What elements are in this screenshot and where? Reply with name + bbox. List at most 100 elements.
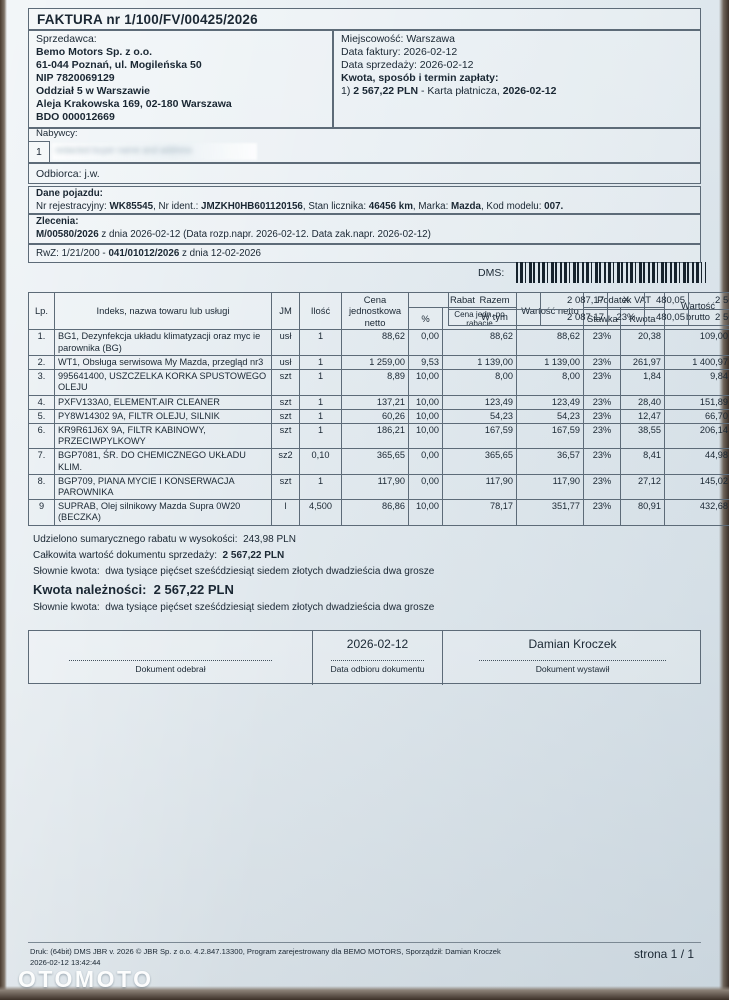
signature-line-date — [331, 660, 424, 661]
cell-jm: szt — [271, 369, 300, 396]
payment-method: - Karta płatnicza, — [420, 85, 500, 97]
cell-gross: 66,70 — [664, 408, 729, 424]
scan-edge-left — [0, 0, 7, 1000]
cell-lp: 6. — [28, 422, 55, 450]
signature-cell-issuer: Damian Kroczek Dokument wystawił — [443, 631, 702, 685]
signature-cell-date: 2026-02-12 Data odbioru dokumentu — [312, 631, 443, 685]
cell-net: 88,62 — [516, 329, 584, 356]
payment-index: 1) — [341, 85, 351, 97]
cell-vat: 20,38 — [619, 329, 666, 356]
seller-label: Sprzedawca: — [36, 33, 97, 45]
vehicle-header: Dane pojazdu: — [36, 188, 103, 199]
cell-unit-price: 88,62 — [341, 329, 409, 356]
payment-header: Kwota, sposób i termin zapłaty: — [341, 72, 499, 84]
items-table: Lp. Indeks, nazwa towaru lub usługi JM I… — [28, 291, 729, 526]
buyer-label-box: Nabywcy: — [28, 128, 701, 141]
rwz-prefix: RwZ: 1/21/200 - — [36, 248, 106, 259]
total-summary: Całkowita wartość dokumentu sprzedaży: 2… — [33, 550, 593, 561]
cell-index: 995641400, USZCZELKA KORKA SPUSTOWEGO OL… — [54, 369, 272, 396]
totals-gross: 2 567,22 — [688, 308, 729, 327]
th-discount-pct: % — [408, 307, 443, 331]
cell-discount-pct: 10,00 — [408, 422, 443, 450]
orders-box: Zlecenia: M/00580/2026 z dnia 2026-02-12… — [28, 214, 701, 244]
cell-vat-rate: 23% — [583, 329, 621, 356]
invoice-date-row: Data faktury: 2026-02-12 — [341, 46, 457, 58]
cell-vat-rate: 23% — [583, 499, 621, 526]
barcode-icon — [516, 262, 706, 283]
cell-discount-pct: 10,00 — [408, 499, 443, 526]
cell-lp: 9 — [28, 499, 55, 526]
sale-date-value: 2026-02-12 — [419, 59, 474, 71]
seller-nip: NIP 7820069129 — [36, 72, 115, 84]
city-row: Miejscowość: Warszawa — [341, 33, 455, 45]
odometer-label: , Stan licznika: — [302, 201, 367, 212]
cell-jm: sz2 — [271, 448, 300, 475]
cell-qty: 1 — [299, 369, 342, 396]
cell-index: BGP7081, ŚR. DO CHEMICZNEGO UKŁADU KLIM. — [54, 448, 272, 475]
page-indicator: strona 1 / 1 — [634, 947, 695, 961]
odometer-value: 46456 km — [368, 201, 413, 212]
buyer-row-number-cell: 1 — [28, 141, 50, 163]
cell-gross: 1 400,97 — [664, 354, 729, 371]
buyer-row-number: 1 — [36, 146, 42, 158]
cell-vat-rate: 23% — [583, 408, 621, 424]
signature-caption-issuer: Dokument wystawił — [535, 664, 610, 674]
footer-line-1: Druk: (64bit) DMS JBR v. 2026 © JBR Sp. … — [30, 947, 501, 956]
rwz-box: RwZ: 1/21/200 - 041/01012/2026 z dnia 12… — [28, 244, 701, 263]
payment-row: 1) 2 567,22 PLN - Karta płatnicza, 2026-… — [341, 85, 556, 97]
table-row: 9 SUPRAB, Olej silnikowy Mazda Supra 0W20… — [28, 499, 729, 526]
cell-net: 36,57 — [516, 448, 584, 475]
cell-vat-rate: 23% — [583, 354, 621, 371]
cell-vat: 27,12 — [619, 473, 666, 501]
cell-lp: 2. — [28, 354, 55, 371]
totals-net: 2 087,17 — [540, 308, 608, 327]
cell-jm: szt — [271, 422, 300, 450]
cell-vat: 1,84 — [619, 369, 666, 396]
totals-gross: 2 567,22 — [688, 292, 729, 310]
totals-net: 2 087,17 — [540, 292, 608, 310]
order-text: z dnia 2026-02-12 (Data rozp.napr. 2026-… — [101, 229, 431, 240]
cell-vat-rate: 23% — [583, 422, 621, 450]
footer-divider — [28, 942, 701, 943]
payment-due-date: 2026-02-12 — [502, 85, 557, 97]
table-row: 4. PXFV133A0, ELEMENT.AIR CLEANER szt 1 137,… — [28, 394, 729, 410]
words-label-1: Słownie kwota: — [33, 566, 100, 577]
th-unit-price: Cena jednostkowa netto — [341, 291, 409, 331]
cell-lp: 1. — [28, 329, 55, 356]
cell-lp: 5. — [28, 408, 55, 424]
discount-summary: Udzielono sumarycznego rabatu w wysokośc… — [33, 534, 593, 545]
footer-line-2: 2026-02-12 13:42:44 — [30, 958, 101, 967]
signature-caption-date: Data odbioru dokumentu — [330, 664, 425, 674]
orders-details: M/00580/2026 z dnia 2026-02-12 (Data roz… — [36, 229, 431, 240]
cell-price-after: 365,65 — [442, 448, 517, 475]
cell-discount-pct: 9,53 — [408, 354, 443, 371]
cell-net: 167,59 — [516, 422, 584, 450]
cell-discount-pct: 0,00 — [408, 329, 443, 356]
totals-rate: X — [607, 292, 645, 310]
cell-index: PY8W14302 9A, FILTR OLEJU, SILNIK — [54, 408, 272, 424]
rwz-details: RwZ: 1/21/200 - 041/01012/2026 z dnia 12… — [36, 248, 261, 259]
cell-qty: 1 — [299, 329, 342, 356]
scan-edge-bottom — [0, 986, 729, 1000]
words-text-2: dwa tysiące pięćset sześćdziesiąt siedem… — [105, 602, 435, 613]
cell-jm: usł — [271, 329, 300, 356]
cell-qty: 1 — [299, 354, 342, 371]
cell-lp: 8. — [28, 473, 55, 501]
cell-discount-pct: 0,00 — [408, 448, 443, 475]
total-summary-label: Całkowita wartość dokumentu sprzedaży: — [33, 550, 217, 561]
cell-vat-rate: 23% — [583, 448, 621, 475]
cell-discount-pct: 10,00 — [408, 394, 443, 410]
seller-address: 61-044 Poznań, ul. Mogileńska 50 — [36, 59, 202, 71]
cell-vat: 8,41 — [619, 448, 666, 475]
signature-value-date: 2026-02-12 — [346, 637, 409, 651]
cell-qty: 4,500 — [299, 499, 342, 526]
th-index: Indeks, nazwa towaru lub usługi — [54, 291, 272, 331]
seller-name: Bemo Motors Sp. z o.o. — [36, 46, 153, 58]
cell-unit-price: 137,21 — [341, 394, 409, 410]
cell-vat: 261,97 — [619, 354, 666, 371]
cell-jm: l — [271, 499, 300, 526]
cell-qty: 1 — [299, 473, 342, 501]
